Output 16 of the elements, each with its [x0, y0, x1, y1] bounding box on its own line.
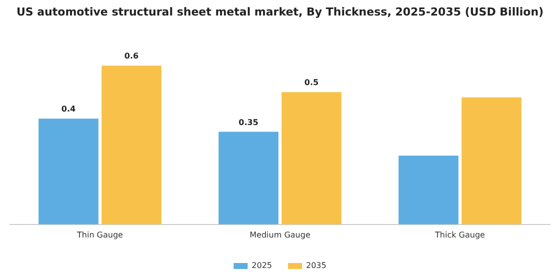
bar: [282, 92, 342, 224]
x-tick-label: Thick Gauge: [434, 230, 486, 240]
data-label: 0.4: [61, 104, 76, 114]
data-label: 0.5: [304, 78, 320, 88]
bar: [38, 118, 98, 224]
legend-label: 2025: [252, 261, 272, 270]
data-label: 0.35: [238, 118, 259, 127]
bar: [102, 66, 162, 224]
data-label: 0.6: [124, 52, 140, 61]
legend-label: 2035: [306, 261, 326, 270]
bar: [462, 97, 522, 224]
bar: [398, 156, 458, 224]
bar: [218, 132, 278, 224]
x-tick-label: Thin Gauge: [76, 230, 124, 240]
chart-title: US automotive structural sheet metal market, By Thickness, 2025-2035 (USD Billion): [16, 5, 544, 18]
x-tick-label: Medium Gauge: [250, 230, 310, 240]
